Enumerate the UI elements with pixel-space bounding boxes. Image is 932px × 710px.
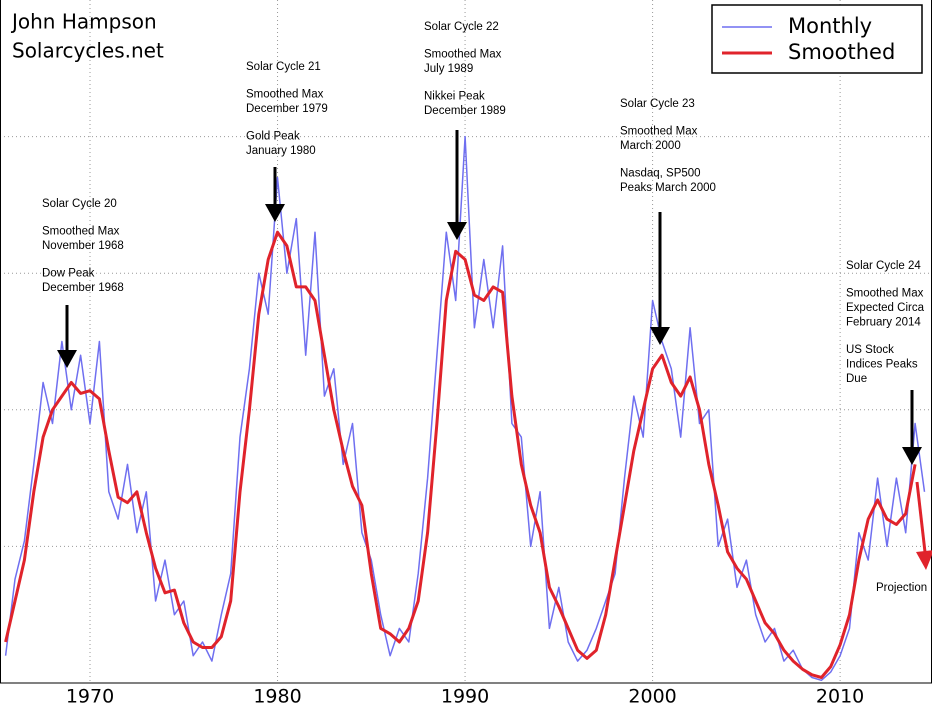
annotation: Smoothed Max: [620, 126, 698, 138]
series-line: [4, 135, 926, 682]
annotation: Solar Cycle 22: [424, 21, 499, 33]
annotation: Nasdaq, SP500: [620, 168, 701, 180]
arrow: [650, 212, 670, 345]
annotation: US Stock: [846, 344, 894, 356]
arrow: [57, 305, 77, 368]
annotation: Indices Peaks: [846, 359, 918, 371]
annotation: July 1989: [424, 63, 473, 75]
annotation: Expected Circa: [846, 302, 925, 314]
annotation: Gold Peak: [246, 131, 300, 143]
annotation: Smoothed Max: [846, 288, 924, 300]
annotation: Solar Cycle 20: [42, 198, 117, 210]
arrow: [447, 130, 467, 240]
arrow: [265, 167, 285, 222]
legend-box: [711, 4, 923, 74]
annotation: Smoothed Max: [424, 49, 502, 61]
x-tick-label: 1970: [66, 686, 114, 708]
annotation: Solar Cycle 23: [620, 98, 695, 110]
annotation: February 2014: [846, 317, 921, 329]
annotation: Peaks March 2000: [620, 182, 716, 194]
annotation: December 1979: [246, 103, 328, 115]
peak-arrows: [57, 130, 932, 570]
chart-title: John Hampson: [10, 10, 157, 34]
arrow: [902, 390, 922, 465]
annotation: Solar Cycle 24: [846, 260, 921, 272]
legend-label: Smoothed: [788, 40, 895, 64]
x-tick-label: 1980: [253, 686, 301, 708]
series-line: [4, 230, 917, 679]
projection-arrow: [915, 481, 932, 570]
x-tick-label: 2000: [628, 686, 676, 708]
legend-label: Monthly: [788, 14, 872, 38]
x-tick-label: 2010: [816, 686, 864, 708]
annotation: March 2000: [620, 140, 681, 152]
annotation: Solar Cycle 21: [246, 61, 321, 73]
annotation: Smoothed Max: [246, 89, 324, 101]
annotation: December 1968: [42, 282, 124, 294]
x-tick-label: 1990: [441, 686, 489, 708]
annotation: Dow Peak: [42, 268, 95, 280]
annotation: December 1989: [424, 105, 506, 117]
projection-label: Projection: [876, 582, 927, 594]
annotation: Due: [846, 373, 867, 385]
annotation: Smoothed Max: [42, 226, 120, 238]
annotation: January 1980: [246, 145, 316, 157]
annotation: Nikkei Peak: [424, 91, 485, 103]
annotation: November 1968: [42, 240, 124, 252]
chart-title: Solarcycles.net: [12, 39, 164, 63]
